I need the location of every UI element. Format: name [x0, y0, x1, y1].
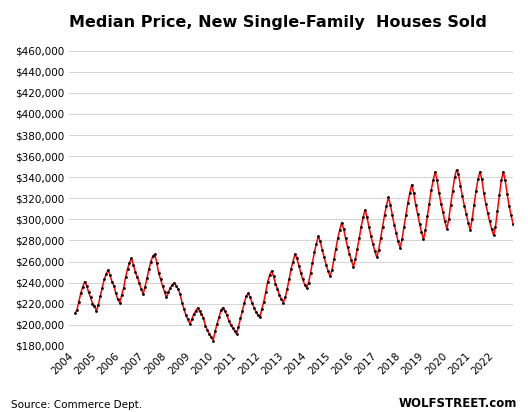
Text: Median Price, New Single-Family  Houses Sold: Median Price, New Single-Family Houses S…	[69, 15, 487, 30]
Text: WOLFSTREET.com: WOLFSTREET.com	[399, 397, 517, 410]
Text: Source: Commerce Dept.: Source: Commerce Dept.	[11, 400, 142, 410]
